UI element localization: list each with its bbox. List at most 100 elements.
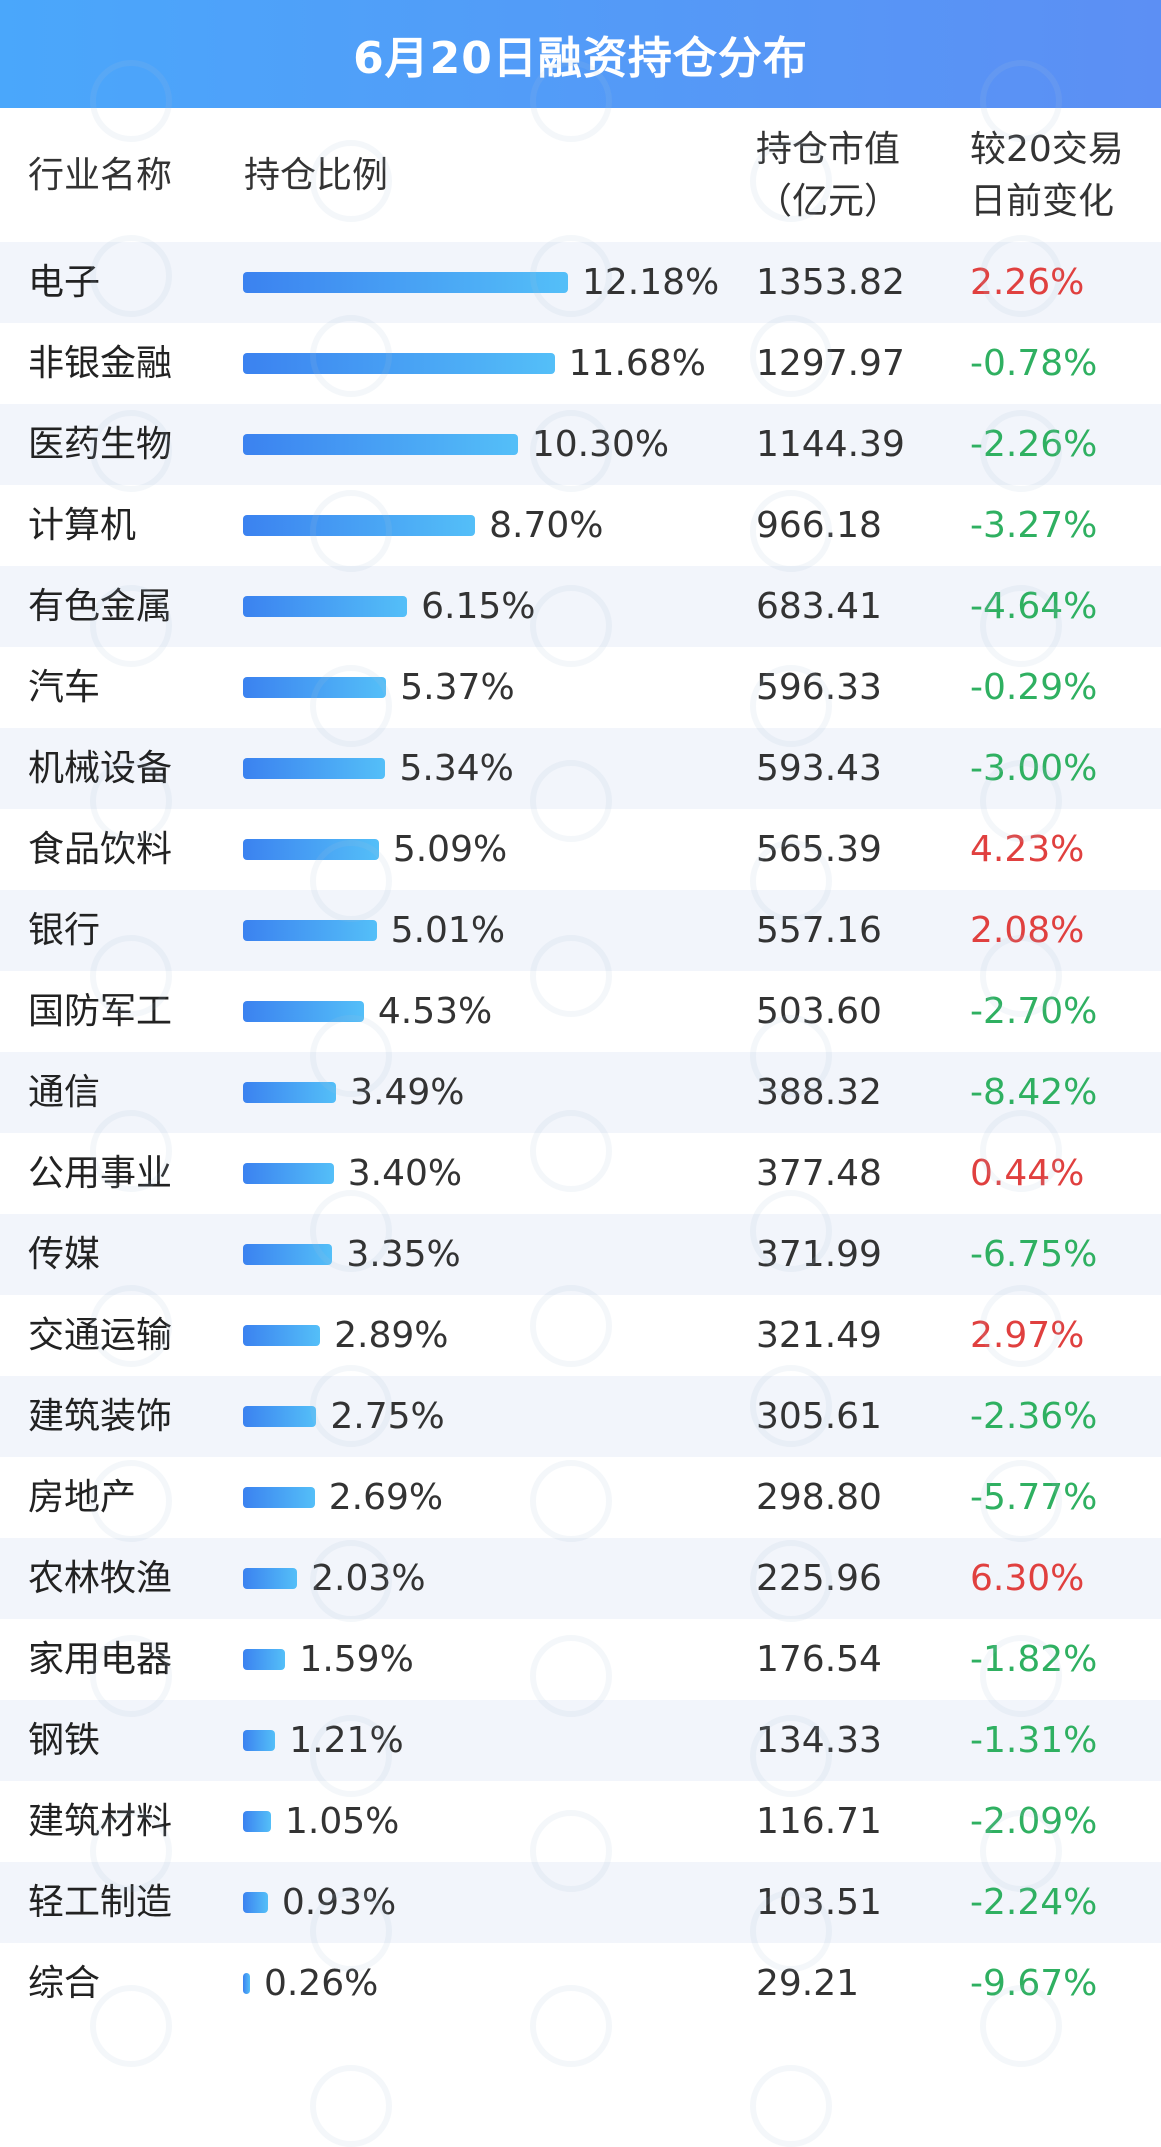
ratio-bar <box>243 353 555 374</box>
change-value: -1.31% <box>970 1720 1098 1761</box>
market-value: 1297.97 <box>756 343 905 384</box>
market-value: 593.43 <box>756 748 882 789</box>
ratio-label: 1.59% <box>299 1639 414 1680</box>
industry-name: 食品饮料 <box>28 829 173 870</box>
table-row: 计算机 8.70% 966.18 -3.27% <box>0 485 1161 566</box>
header-change-line1: 较20交易 <box>970 129 1124 170</box>
change-value: -3.00% <box>970 748 1098 789</box>
change-value: -5.77% <box>970 1477 1098 1518</box>
header-value-line2: （亿元） <box>756 181 901 222</box>
industry-name: 医药生物 <box>28 424 173 465</box>
change-value: -2.26% <box>970 424 1098 465</box>
ratio-bar <box>243 272 568 293</box>
ratio-bar <box>243 839 379 860</box>
table-row: 有色金属 6.15% 683.41 -4.64% <box>0 566 1161 647</box>
table-row: 通信 3.49% 388.32 -8.42% <box>0 1052 1161 1133</box>
industry-name: 通信 <box>28 1072 101 1113</box>
industry-name: 汽车 <box>28 667 101 708</box>
market-value: 377.48 <box>756 1153 882 1194</box>
industry-name: 传媒 <box>28 1234 101 1275</box>
market-value: 388.32 <box>756 1072 882 1113</box>
change-value: -0.29% <box>970 667 1098 708</box>
table-row: 非银金融 11.68% 1297.97 -0.78% <box>0 323 1161 404</box>
market-value: 565.39 <box>756 829 882 870</box>
market-value: 305.61 <box>756 1396 882 1437</box>
ratio-label: 12.18% <box>582 262 720 303</box>
change-value: 2.08% <box>970 910 1085 951</box>
change-value: -2.09% <box>970 1801 1098 1842</box>
industry-name: 计算机 <box>28 505 137 546</box>
header-value: 持仓市值 （亿元） <box>756 124 900 228</box>
ratio-label: 6.15% <box>421 586 536 627</box>
table-row: 医药生物 10.30% 1144.39 -2.26% <box>0 404 1161 485</box>
change-value: 2.26% <box>970 262 1085 303</box>
table-row: 钢铁 1.21% 134.33 -1.31% <box>0 1700 1161 1781</box>
market-value: 683.41 <box>756 586 882 627</box>
ratio-label: 0.26% <box>263 1963 379 2004</box>
change-value: -9.67% <box>970 1963 1098 2004</box>
header-ratio: 持仓比例 <box>244 155 389 196</box>
industry-name: 建筑装饰 <box>28 1396 173 1437</box>
ratio-label: 4.53% <box>377 991 493 1032</box>
ratio-label: 11.68% <box>568 343 706 384</box>
market-value: 1144.39 <box>756 424 905 465</box>
ratio-label: 1.21% <box>289 1720 404 1761</box>
change-value: -2.24% <box>970 1882 1098 1923</box>
table-row: 农林牧渔 2.03% 225.96 6.30% <box>0 1538 1161 1619</box>
ratio-bar <box>243 920 377 941</box>
industry-name: 轻工制造 <box>28 1882 173 1923</box>
change-value: -0.78% <box>970 343 1098 384</box>
market-value: 176.54 <box>756 1639 882 1680</box>
market-value: 225.96 <box>756 1558 882 1599</box>
market-value: 596.33 <box>756 667 882 708</box>
industry-name: 有色金属 <box>28 586 173 627</box>
market-value: 298.80 <box>756 1477 882 1518</box>
header-industry: 行业名称 <box>28 155 173 196</box>
table-row: 交通运输 2.89% 321.49 2.97% <box>0 1295 1161 1376</box>
change-value: 6.30% <box>970 1558 1085 1599</box>
market-value: 134.33 <box>756 1720 882 1761</box>
table-row: 家用电器 1.59% 176.54 -1.82% <box>0 1619 1161 1700</box>
table-row: 传媒 3.35% 371.99 -6.75% <box>0 1214 1161 1295</box>
table-header: 行业名称 持仓比例 持仓市值 （亿元） 较20交易 日前变化 <box>0 108 1161 242</box>
ratio-label: 10.30% <box>531 424 670 465</box>
ratio-bar <box>243 1001 364 1022</box>
ratio-bar <box>243 1244 333 1265</box>
ratio-bar <box>243 1568 298 1589</box>
watermark-icon <box>310 2065 392 2147</box>
table-row: 公用事业 3.40% 377.48 0.44% <box>0 1133 1161 1214</box>
ratio-bar <box>243 1649 286 1670</box>
ratio-bar <box>243 677 387 698</box>
ratio-label: 2.03% <box>311 1558 426 1599</box>
ratio-label: 3.40% <box>347 1153 463 1194</box>
table-row: 机械设备 5.34% 593.43 -3.00% <box>0 728 1161 809</box>
change-value: -6.75% <box>970 1234 1098 1275</box>
table-row: 汽车 5.37% 596.33 -0.29% <box>0 647 1161 728</box>
change-value: 4.23% <box>970 829 1085 870</box>
ratio-label: 2.75% <box>330 1396 445 1437</box>
market-value: 966.18 <box>756 505 882 546</box>
table-row: 银行 5.01% 557.16 2.08% <box>0 890 1161 971</box>
table-row: 房地产 2.69% 298.80 -5.77% <box>0 1457 1161 1538</box>
ratio-label: 3.49% <box>350 1072 465 1113</box>
page-title: 6月20日融资持仓分布 <box>353 33 808 84</box>
table-row: 建筑材料 1.05% 116.71 -2.09% <box>0 1781 1161 1862</box>
ratio-bar <box>243 1730 276 1751</box>
ratio-bar <box>243 1325 321 1346</box>
industry-name: 公用事业 <box>28 1153 173 1194</box>
market-value: 371.99 <box>756 1234 882 1275</box>
page-title-bar: 6月20日融资持仓分布 <box>0 0 1161 108</box>
ratio-bar <box>243 1406 317 1427</box>
ratio-bar <box>243 1973 250 1994</box>
table-row: 综合 0.26% 29.21 -9.67% <box>0 1943 1161 2024</box>
industry-name: 交通运输 <box>28 1315 173 1356</box>
market-value: 116.71 <box>756 1801 882 1842</box>
ratio-label: 2.89% <box>334 1315 449 1356</box>
watermark-icon <box>750 2065 832 2147</box>
change-value: -2.36% <box>970 1396 1098 1437</box>
ratio-label: 0.93% <box>281 1882 397 1923</box>
industry-name: 钢铁 <box>28 1720 101 1761</box>
header-change: 较20交易 日前变化 <box>970 124 1124 228</box>
industry-name: 农林牧渔 <box>28 1558 173 1599</box>
